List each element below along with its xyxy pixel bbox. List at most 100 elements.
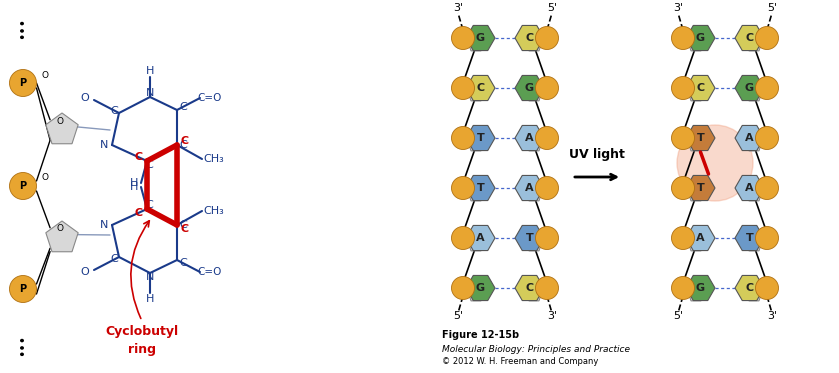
Text: C: C	[135, 208, 143, 218]
Text: C: C	[745, 283, 753, 293]
Text: C: C	[525, 283, 534, 293]
Text: Figure 12-15b: Figure 12-15b	[442, 330, 519, 340]
Text: C: C	[179, 220, 187, 230]
Polygon shape	[526, 185, 542, 201]
Text: H: H	[130, 178, 138, 188]
Polygon shape	[468, 35, 484, 51]
Circle shape	[671, 26, 695, 50]
Polygon shape	[526, 135, 542, 151]
Text: G: G	[476, 283, 485, 293]
Polygon shape	[746, 235, 762, 251]
Text: G: G	[696, 33, 705, 43]
Text: C: C	[179, 102, 187, 112]
Polygon shape	[468, 135, 484, 151]
Circle shape	[451, 26, 475, 50]
Polygon shape	[735, 175, 764, 201]
Polygon shape	[746, 35, 762, 51]
Text: A: A	[745, 133, 753, 143]
Polygon shape	[686, 125, 715, 151]
Text: 3': 3'	[453, 3, 463, 13]
Polygon shape	[466, 225, 495, 251]
Text: H: H	[130, 182, 138, 192]
Circle shape	[671, 226, 695, 250]
Text: H: H	[146, 66, 154, 76]
Text: P: P	[19, 78, 27, 88]
Polygon shape	[688, 185, 704, 201]
Text: N: N	[146, 88, 154, 98]
Text: 3': 3'	[547, 311, 557, 321]
Text: T: T	[477, 133, 484, 143]
Polygon shape	[735, 75, 764, 101]
Polygon shape	[688, 285, 704, 301]
Text: A: A	[745, 183, 753, 193]
Text: C: C	[179, 258, 187, 268]
Text: N: N	[100, 140, 108, 150]
Polygon shape	[466, 275, 495, 301]
Polygon shape	[526, 35, 542, 51]
Circle shape	[535, 276, 559, 300]
Circle shape	[9, 69, 37, 97]
Text: G: G	[696, 283, 705, 293]
Text: O: O	[81, 93, 90, 103]
Polygon shape	[746, 185, 762, 201]
Text: •••: •••	[17, 17, 29, 39]
Circle shape	[755, 126, 779, 150]
Polygon shape	[46, 113, 78, 144]
Polygon shape	[686, 25, 715, 51]
Text: T: T	[746, 233, 753, 243]
Text: A: A	[696, 233, 705, 243]
Text: Molecular Biology: Principles and Practice: Molecular Biology: Principles and Practi…	[442, 345, 630, 354]
Text: G: G	[745, 83, 754, 93]
Text: 3': 3'	[673, 3, 683, 13]
Text: C: C	[145, 160, 153, 170]
Polygon shape	[46, 221, 78, 252]
Text: C: C	[696, 83, 705, 93]
Polygon shape	[468, 85, 484, 101]
Text: C: C	[525, 33, 534, 43]
Text: © 2012 W. H. Freeman and Company: © 2012 W. H. Freeman and Company	[442, 357, 598, 367]
Circle shape	[671, 126, 695, 150]
Polygon shape	[735, 275, 764, 301]
Circle shape	[535, 226, 559, 250]
Polygon shape	[746, 135, 762, 151]
Text: T: T	[696, 133, 705, 143]
Circle shape	[9, 276, 37, 303]
Text: C: C	[181, 224, 189, 234]
Circle shape	[671, 276, 695, 300]
Text: O: O	[42, 70, 49, 79]
Polygon shape	[515, 175, 544, 201]
Text: C=O: C=O	[198, 267, 222, 277]
Text: CH₃: CH₃	[204, 154, 224, 164]
Text: UV light: UV light	[569, 148, 625, 162]
Text: CH₃: CH₃	[204, 206, 224, 216]
Polygon shape	[746, 85, 762, 101]
Text: A: A	[477, 233, 485, 243]
Circle shape	[755, 26, 779, 50]
Text: O: O	[56, 116, 64, 125]
Text: C: C	[110, 106, 117, 116]
Text: G: G	[476, 33, 485, 43]
Circle shape	[535, 26, 559, 50]
Circle shape	[451, 226, 475, 250]
Circle shape	[535, 126, 559, 150]
Text: C: C	[135, 152, 143, 162]
Text: N: N	[100, 220, 108, 230]
Polygon shape	[686, 75, 715, 101]
Text: C: C	[179, 140, 187, 150]
Text: 5': 5'	[673, 311, 683, 321]
Text: C=O: C=O	[198, 93, 222, 103]
Text: •••: •••	[17, 334, 29, 356]
Text: T: T	[477, 183, 484, 193]
Circle shape	[451, 76, 475, 100]
Polygon shape	[468, 185, 484, 201]
Text: O: O	[81, 267, 90, 277]
Text: T: T	[525, 233, 534, 243]
Text: C: C	[477, 83, 485, 93]
Text: O: O	[42, 173, 49, 182]
Text: A: A	[525, 133, 534, 143]
Text: O: O	[56, 225, 64, 233]
Polygon shape	[688, 85, 704, 101]
Polygon shape	[735, 25, 764, 51]
Text: T: T	[696, 183, 705, 193]
Polygon shape	[466, 175, 495, 201]
